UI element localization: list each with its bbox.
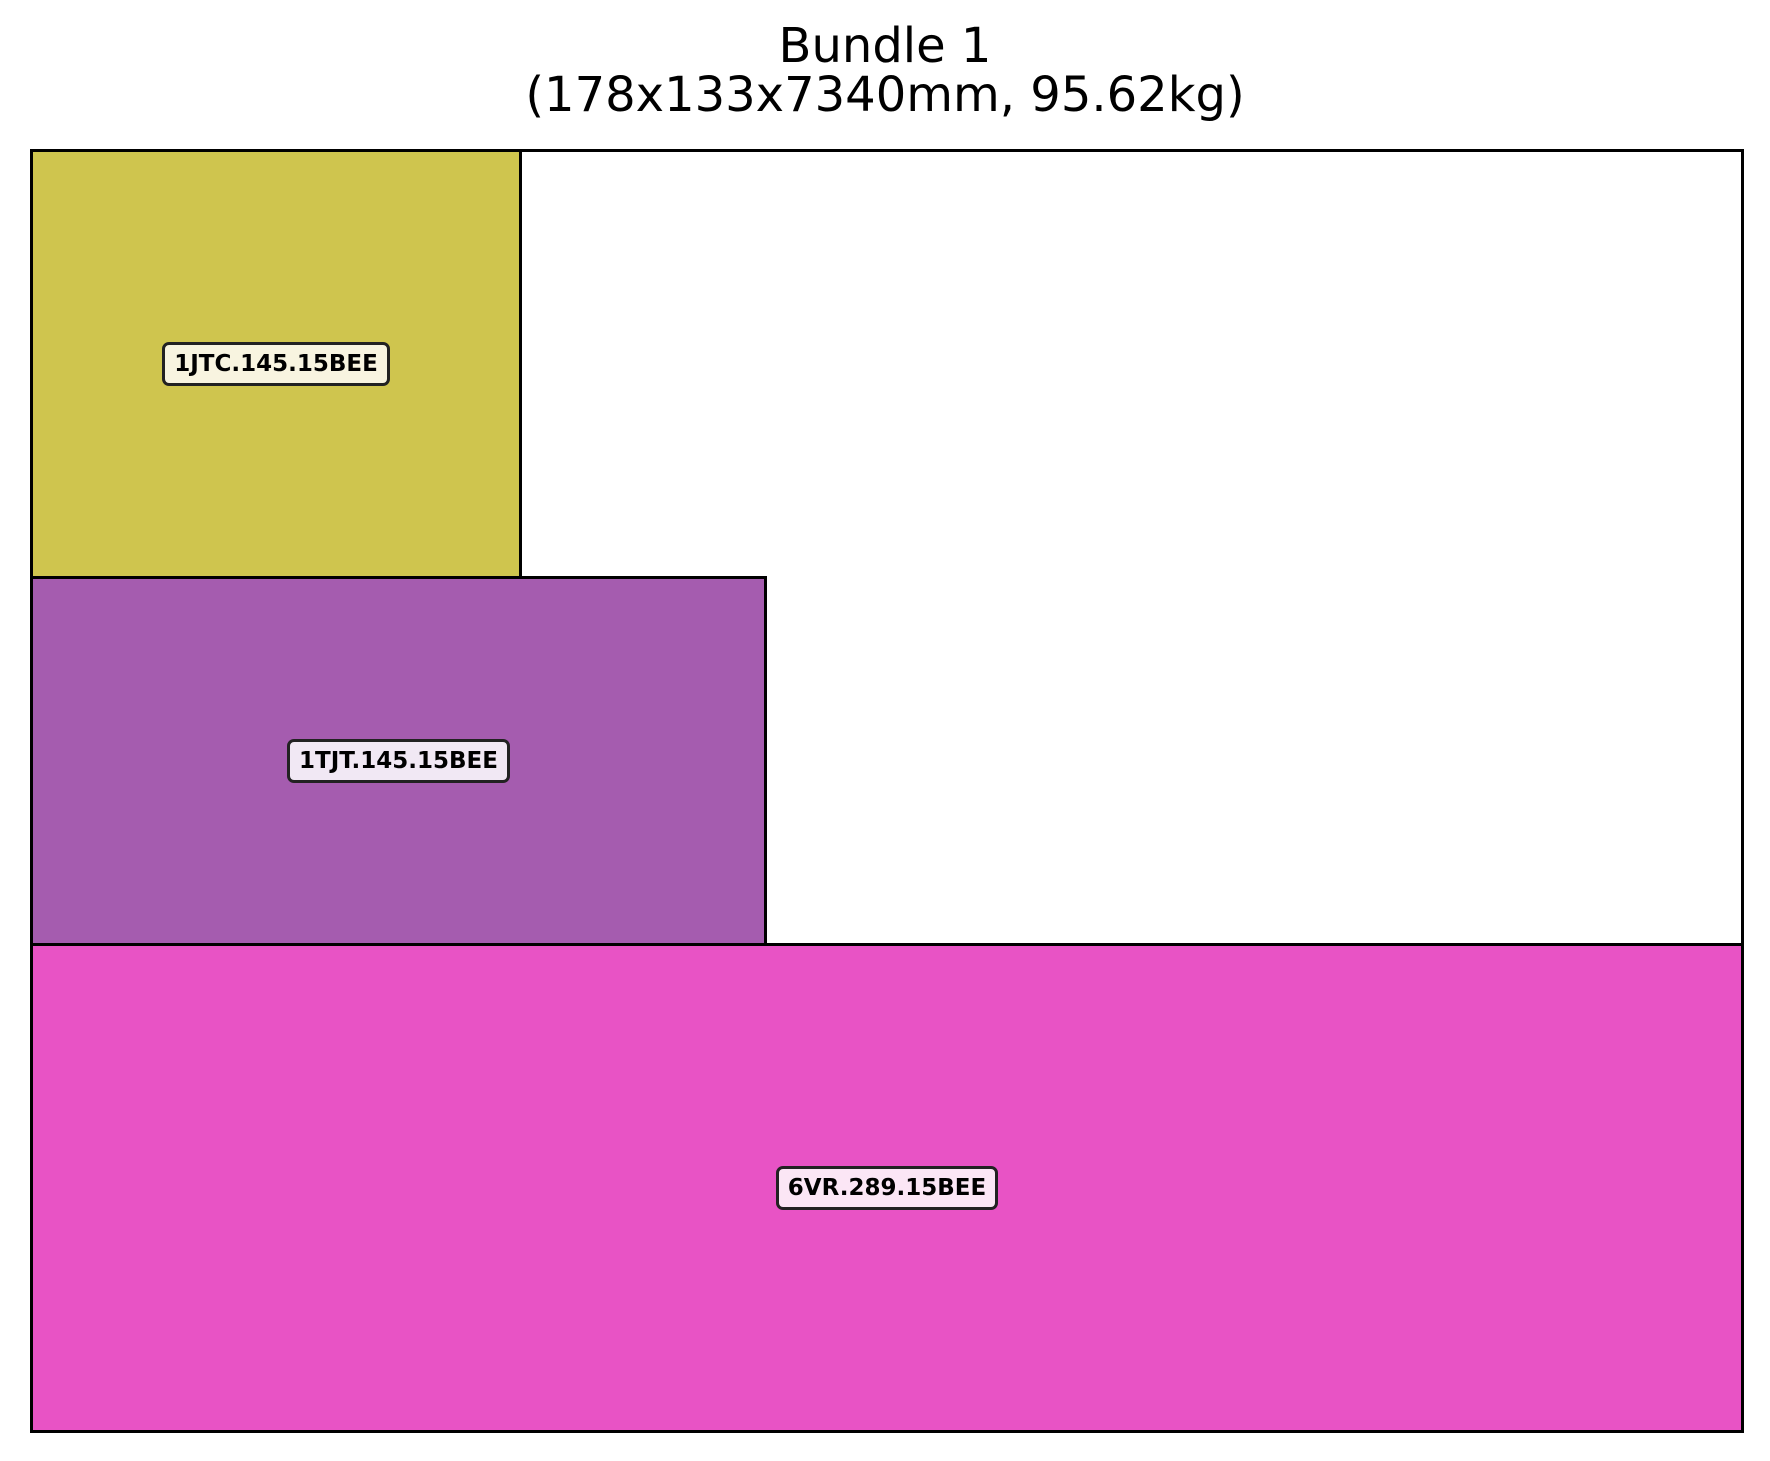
piece-label: 1TJT.145.15BEE xyxy=(287,739,510,783)
diagram-title: Bundle 1 (178x133x7340mm, 95.62kg) xyxy=(0,22,1770,120)
piece-block: 1JTC.145.15BEE xyxy=(30,149,522,579)
diagram-title-line-1: Bundle 1 xyxy=(778,18,992,74)
piece-label: 1JTC.145.15BEE xyxy=(162,342,390,386)
piece-block: 6VR.289.15BEE xyxy=(30,943,1744,1433)
diagram-subtitle: (178x133x7340mm, 95.62kg) xyxy=(525,67,1245,123)
piece-label: 6VR.289.15BEE xyxy=(775,1166,999,1210)
piece-block: 1TJT.145.15BEE xyxy=(30,576,767,946)
